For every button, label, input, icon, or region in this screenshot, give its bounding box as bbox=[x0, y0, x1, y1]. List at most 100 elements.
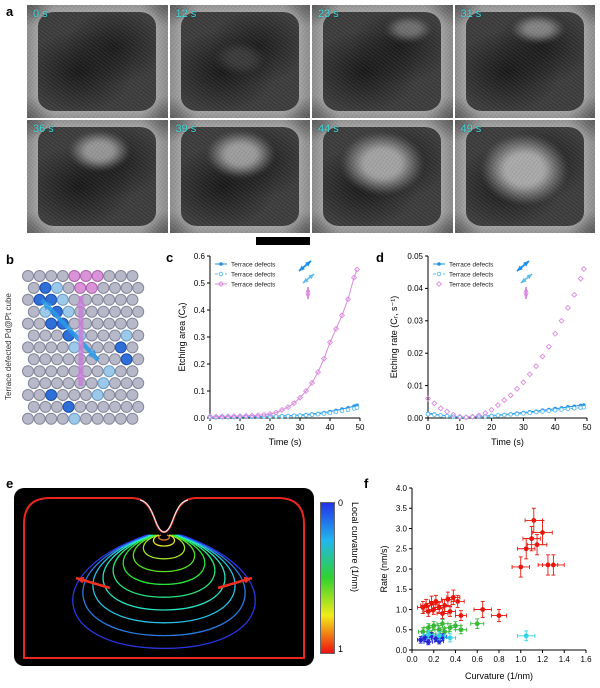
nanocube-image bbox=[180, 126, 299, 227]
svg-text:0.3: 0.3 bbox=[194, 333, 206, 342]
svg-text:3.5: 3.5 bbox=[396, 504, 408, 513]
svg-text:0.8: 0.8 bbox=[493, 655, 505, 664]
svg-text:Time (s): Time (s) bbox=[491, 437, 524, 447]
svg-text:Terrace defects: Terrace defects bbox=[449, 281, 494, 288]
tem-frame: 36 s bbox=[27, 120, 168, 233]
colorbar-label: Local curvature (1/nm) bbox=[350, 502, 360, 593]
etch-region bbox=[68, 130, 131, 171]
timestamp-label: 39 s bbox=[175, 123, 197, 135]
tem-image-grid: 0 s 12 s 23 s 31 s 36 s 39 s 44 s 49 s bbox=[27, 5, 595, 233]
svg-text:0.0: 0.0 bbox=[396, 646, 408, 655]
svg-text:3.0: 3.0 bbox=[396, 524, 408, 533]
colorbar-group: 0 1 Local curvature (1/nm) bbox=[320, 496, 380, 666]
svg-text:2.0: 2.0 bbox=[396, 565, 408, 574]
timestamp-label: 23 s bbox=[318, 8, 339, 20]
svg-text:1.0: 1.0 bbox=[515, 655, 527, 664]
svg-text:0.04: 0.04 bbox=[407, 284, 423, 293]
svg-text:4.0: 4.0 bbox=[396, 484, 408, 493]
svg-text:1.5: 1.5 bbox=[396, 585, 408, 594]
tem-frame: 39 s bbox=[169, 120, 310, 233]
etch-region bbox=[213, 41, 266, 76]
nanocube-image bbox=[323, 126, 442, 227]
svg-text:0.1: 0.1 bbox=[194, 387, 206, 396]
svg-text:0: 0 bbox=[208, 423, 213, 432]
tem-frame: 23 s bbox=[312, 5, 453, 118]
etch-region bbox=[340, 131, 424, 196]
svg-text:0.01: 0.01 bbox=[407, 381, 423, 390]
svg-text:30: 30 bbox=[296, 423, 305, 432]
etch-region bbox=[384, 15, 432, 42]
svg-text:0.4: 0.4 bbox=[450, 655, 462, 664]
svg-text:Terrace defects: Terrace defects bbox=[231, 261, 276, 268]
svg-text:0.0: 0.0 bbox=[194, 414, 206, 423]
panel-label-e: e bbox=[6, 476, 14, 491]
svg-text:1.0: 1.0 bbox=[396, 605, 408, 614]
svg-text:30: 30 bbox=[519, 423, 528, 432]
tem-frame: 31 s bbox=[454, 5, 595, 118]
etch-region bbox=[481, 133, 569, 206]
tem-frame: 44 s bbox=[312, 120, 453, 233]
svg-text:0: 0 bbox=[426, 423, 431, 432]
svg-text:0.6: 0.6 bbox=[472, 655, 484, 664]
svg-text:0.0: 0.0 bbox=[406, 655, 418, 664]
panel-label-f: f bbox=[364, 476, 369, 491]
timestamp-label: 31 s bbox=[460, 8, 482, 20]
svg-text:0.5: 0.5 bbox=[194, 279, 206, 288]
scale-bar bbox=[256, 237, 310, 245]
svg-text:Curvature (1/nm): Curvature (1/nm) bbox=[465, 671, 533, 681]
tem-frame: 49 s bbox=[454, 120, 595, 233]
timestamp-label: 0 s bbox=[33, 8, 48, 20]
nanocube-image bbox=[180, 11, 299, 112]
svg-text:Rate (nm/s): Rate (nm/s) bbox=[379, 545, 389, 592]
svg-text:2.5: 2.5 bbox=[396, 545, 408, 554]
svg-text:20: 20 bbox=[266, 423, 275, 432]
svg-text:Time (s): Time (s) bbox=[269, 437, 302, 447]
nanocube-image bbox=[465, 126, 584, 227]
colorbar bbox=[320, 502, 335, 654]
colorbar-tick-top: 0 bbox=[338, 498, 344, 508]
svg-text:0.2: 0.2 bbox=[194, 360, 206, 369]
svg-text:20: 20 bbox=[487, 423, 496, 432]
timestamp-label: 36 s bbox=[33, 123, 54, 135]
svg-text:40: 40 bbox=[551, 423, 560, 432]
curvature-contour-image bbox=[14, 488, 314, 666]
nanocube-image bbox=[323, 11, 442, 112]
nanocube-image bbox=[38, 11, 157, 112]
svg-text:Terrace defects: Terrace defects bbox=[449, 261, 494, 268]
svg-text:10: 10 bbox=[236, 423, 245, 432]
svg-text:40: 40 bbox=[326, 423, 335, 432]
timestamp-label: 12 s bbox=[175, 8, 197, 20]
svg-text:Etching area (Cₐ): Etching area (Cₐ) bbox=[177, 303, 187, 372]
svg-text:50: 50 bbox=[356, 423, 365, 432]
svg-text:50: 50 bbox=[583, 423, 592, 432]
svg-text:1.2: 1.2 bbox=[537, 655, 549, 664]
svg-text:0.6: 0.6 bbox=[194, 252, 206, 261]
svg-text:0.00: 0.00 bbox=[407, 414, 423, 423]
svg-text:10: 10 bbox=[455, 423, 464, 432]
schematic-caption: Terrace defected Pd@Pt cube bbox=[4, 293, 13, 401]
timestamp-label: 44 s bbox=[318, 123, 339, 135]
panel-label-a: a bbox=[6, 4, 14, 19]
svg-text:0.02: 0.02 bbox=[407, 349, 423, 358]
nanocube-image bbox=[465, 11, 584, 112]
etch-region bbox=[206, 130, 276, 179]
tem-frame: 12 s bbox=[169, 5, 310, 118]
etching-area-chart: 0 10 20 30 40 50 0.0 0.1 0.2 0.3 0.4 0.5 0.6 Time (s)… bbox=[177, 252, 365, 447]
etching-rate-chart: 0 10 20 30 40 50 0.00 0.01 0.02 0.03 0.04 0.05 Time … bbox=[389, 252, 592, 447]
svg-text:Etching rate (Cᵣ, s⁻¹): Etching rate (Cᵣ, s⁻¹) bbox=[389, 296, 399, 378]
svg-text:0.5: 0.5 bbox=[396, 626, 408, 635]
svg-text:0.4: 0.4 bbox=[194, 306, 206, 315]
svg-text:1.6: 1.6 bbox=[580, 655, 592, 664]
panel-label-d: d bbox=[376, 250, 384, 265]
panel-label-c: c bbox=[166, 250, 174, 265]
svg-text:Terrace defects: Terrace defects bbox=[449, 271, 494, 278]
svg-text:0.05: 0.05 bbox=[407, 252, 423, 261]
tem-frame: 0 s bbox=[27, 5, 168, 118]
svg-text:0.2: 0.2 bbox=[428, 655, 440, 664]
pd-pt-cube-schematic bbox=[22, 270, 145, 425]
rate-vs-curvature-chart: 0.0 0.2 0.4 0.6 0.8 1.0 1.2 1.4 1.6 0.0 0.5 1.0 1.5 2… bbox=[379, 484, 592, 681]
svg-text:Terrace defects: Terrace defects bbox=[231, 271, 276, 278]
panel-label-b: b bbox=[6, 252, 14, 267]
svg-text:Terrace defects: Terrace defects bbox=[231, 281, 276, 288]
